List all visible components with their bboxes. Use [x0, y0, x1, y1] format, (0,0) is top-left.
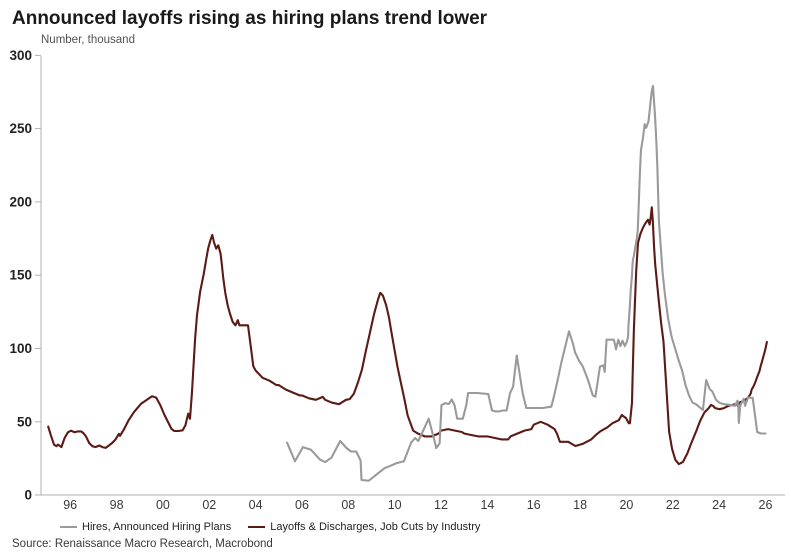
svg-text:22: 22	[666, 498, 680, 512]
svg-text:100: 100	[9, 341, 32, 356]
svg-text:98: 98	[110, 498, 124, 512]
svg-text:300: 300	[9, 48, 32, 63]
svg-text:250: 250	[9, 121, 32, 136]
svg-text:24: 24	[712, 498, 726, 512]
svg-text:50: 50	[17, 414, 32, 429]
svg-text:08: 08	[341, 498, 355, 512]
svg-text:00: 00	[156, 498, 170, 512]
svg-text:16: 16	[527, 498, 541, 512]
svg-text:12: 12	[434, 498, 448, 512]
svg-text:26: 26	[759, 498, 773, 512]
svg-text:14: 14	[480, 498, 494, 512]
svg-text:96: 96	[63, 498, 77, 512]
svg-text:20: 20	[619, 498, 633, 512]
svg-text:200: 200	[9, 194, 32, 209]
svg-text:18: 18	[573, 498, 587, 512]
svg-text:06: 06	[295, 498, 309, 512]
svg-text:0: 0	[24, 488, 32, 503]
svg-text:02: 02	[202, 498, 216, 512]
svg-text:150: 150	[9, 268, 32, 283]
svg-text:04: 04	[249, 498, 263, 512]
svg-text:10: 10	[388, 498, 402, 512]
